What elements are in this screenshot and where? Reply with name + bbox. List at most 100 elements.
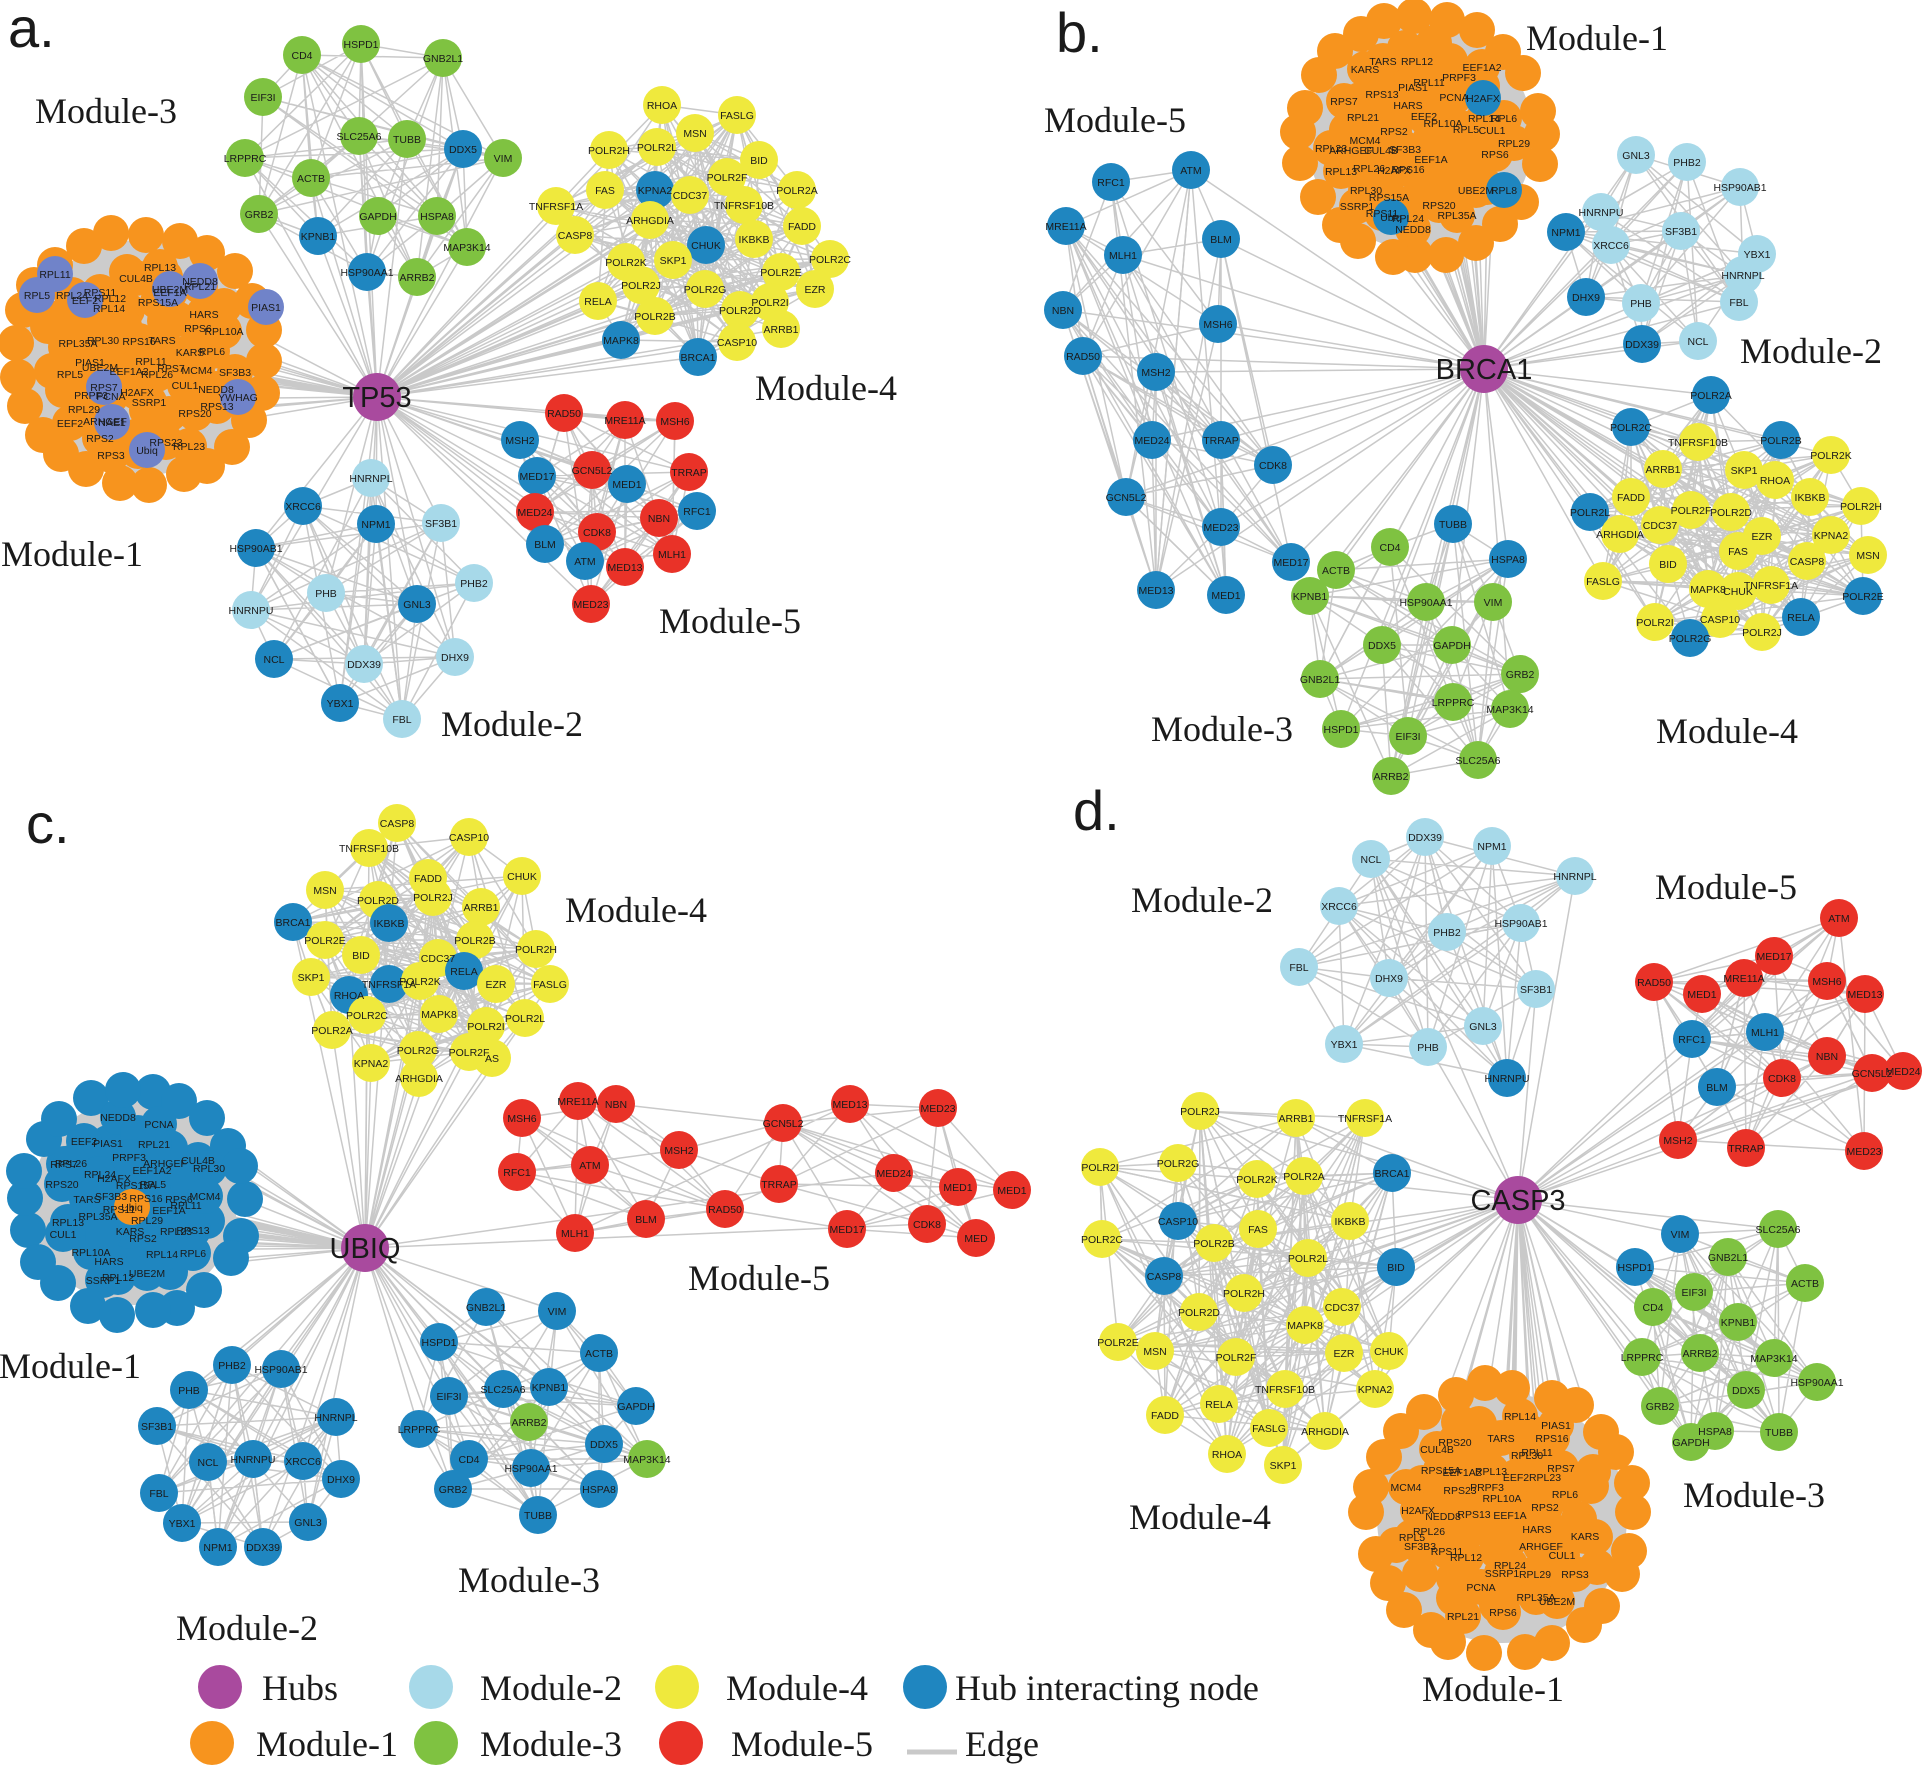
svg-text:POLR2F: POLR2F <box>449 1047 490 1059</box>
svg-text:KPNA2: KPNA2 <box>1358 1384 1393 1396</box>
svg-text:CASP10: CASP10 <box>1700 614 1740 626</box>
svg-text:RPL14: RPL14 <box>1468 113 1500 125</box>
svg-text:RPL6: RPL6 <box>1552 1489 1578 1501</box>
svg-text:FASLG: FASLG <box>533 979 567 991</box>
svg-text:RPL6: RPL6 <box>1491 113 1517 125</box>
svg-text:GRB2: GRB2 <box>245 209 274 221</box>
svg-text:POLR2E: POLR2E <box>1842 591 1883 603</box>
svg-text:CUL1: CUL1 <box>1479 125 1506 137</box>
svg-text:NPM1: NPM1 <box>1551 227 1580 239</box>
svg-text:RPL6: RPL6 <box>180 1248 206 1260</box>
svg-text:PHB: PHB <box>1630 298 1652 310</box>
svg-text:EEF2: EEF2 <box>71 1136 97 1148</box>
svg-text:CDC37: CDC37 <box>1643 520 1678 532</box>
svg-text:MSN: MSN <box>1856 550 1879 562</box>
svg-text:SSRP1: SSRP1 <box>86 1275 121 1287</box>
svg-text:PRPF3: PRPF3 <box>74 390 108 402</box>
svg-text:HSP90AA1: HSP90AA1 <box>504 1463 557 1475</box>
svg-text:RPS13: RPS13 <box>1457 1509 1490 1521</box>
svg-text:PHB2: PHB2 <box>218 1360 246 1372</box>
svg-text:RPL12: RPL12 <box>1450 1552 1482 1564</box>
svg-text:RPL13: RPL13 <box>1475 1466 1507 1478</box>
svg-text:BRCA1: BRCA1 <box>1374 1168 1409 1180</box>
svg-text:UBE2M: UBE2M <box>1458 185 1494 197</box>
svg-text:MED23: MED23 <box>573 599 608 611</box>
svg-text:EEF2: EEF2 <box>72 295 98 307</box>
svg-text:RHOA: RHOA <box>334 990 364 1002</box>
svg-text:Ubiq: Ubiq <box>1380 212 1402 224</box>
svg-text:Module-3: Module-3 <box>1151 709 1293 749</box>
svg-text:VIM: VIM <box>1484 597 1503 609</box>
svg-text:CDK8: CDK8 <box>913 1219 941 1231</box>
svg-text:RPL30: RPL30 <box>1350 185 1382 197</box>
svg-text:Ubiq: Ubiq <box>136 445 158 457</box>
svg-text:SSRP1: SSRP1 <box>1485 1568 1520 1580</box>
svg-text:RPL35A: RPL35A <box>1516 1592 1555 1604</box>
svg-text:MED13: MED13 <box>1138 585 1173 597</box>
svg-text:PIAS1: PIAS1 <box>251 302 281 314</box>
svg-text:RPS6: RPS6 <box>165 1194 193 1206</box>
svg-text:POLR2B: POLR2B <box>1193 1238 1234 1250</box>
svg-text:RFC1: RFC1 <box>683 506 711 518</box>
svg-text:RPL14: RPL14 <box>146 1249 178 1261</box>
svg-text:ARHGEF: ARHGEF <box>1329 145 1373 157</box>
svg-text:RPL5: RPL5 <box>57 369 83 381</box>
svg-text:MSN: MSN <box>313 885 336 897</box>
svg-text:NCL: NCL <box>1687 336 1708 348</box>
svg-text:DHX9: DHX9 <box>1572 292 1600 304</box>
svg-text:SSRP1: SSRP1 <box>1340 201 1375 213</box>
svg-text:TNFRSF10B: TNFRSF10B <box>339 843 399 855</box>
svg-text:EEF1A: EEF1A <box>1493 1510 1526 1522</box>
svg-text:Module-4: Module-4 <box>755 368 897 408</box>
svg-text:NEDD8: NEDD8 <box>100 1112 136 1124</box>
svg-text:d.: d. <box>1073 779 1120 842</box>
svg-text:FBL: FBL <box>392 714 411 726</box>
svg-text:TNFRSF10B: TNFRSF10B <box>1255 1384 1315 1396</box>
svg-text:GNB2L1: GNB2L1 <box>423 53 463 65</box>
svg-text:RELA: RELA <box>450 966 477 978</box>
svg-text:UBE2M: UBE2M <box>129 1268 165 1280</box>
svg-text:Module-5: Module-5 <box>731 1724 873 1764</box>
svg-text:NPM1: NPM1 <box>1477 841 1506 853</box>
svg-text:RPL26: RPL26 <box>1413 1526 1445 1538</box>
svg-text:Module-5: Module-5 <box>1655 867 1797 907</box>
svg-text:HNRNPL: HNRNPL <box>1553 871 1596 883</box>
svg-text:EIF3I: EIF3I <box>250 92 275 104</box>
svg-text:RPL13: RPL13 <box>144 262 176 274</box>
svg-text:TNFRSF10B: TNFRSF10B <box>714 200 774 212</box>
svg-text:MED24: MED24 <box>1134 435 1169 447</box>
svg-text:EEF2: EEF2 <box>1503 1472 1529 1484</box>
svg-text:MSH6: MSH6 <box>507 1113 536 1125</box>
svg-text:b.: b. <box>1056 1 1103 64</box>
svg-text:POLR2J: POLR2J <box>413 892 453 904</box>
svg-text:RPS2: RPS2 <box>1531 1502 1559 1514</box>
svg-text:KARS: KARS <box>1351 64 1380 76</box>
svg-text:LRPPRC: LRPPRC <box>224 153 267 165</box>
svg-text:NBN: NBN <box>648 513 670 525</box>
svg-text:RPS2: RPS2 <box>1380 126 1408 138</box>
svg-text:GNB2L1: GNB2L1 <box>1300 674 1340 686</box>
svg-text:CASP10: CASP10 <box>449 832 489 844</box>
svg-text:PCNA: PCNA <box>144 1119 173 1131</box>
svg-text:ARHGEF: ARHGEF <box>143 1158 187 1170</box>
svg-text:PRPF3: PRPF3 <box>1470 1482 1504 1494</box>
svg-text:MED1: MED1 <box>997 1185 1026 1197</box>
svg-text:RPL30: RPL30 <box>1511 1450 1543 1462</box>
svg-text:EEF1A2: EEF1A2 <box>132 1165 171 1177</box>
svg-text:POLR2L: POLR2L <box>1288 1253 1328 1265</box>
svg-text:MRE11A: MRE11A <box>1045 221 1086 233</box>
svg-text:PCNA: PCNA <box>96 391 125 403</box>
svg-text:CHUK: CHUK <box>507 871 537 883</box>
svg-text:POLR2F: POLR2F <box>1671 505 1712 517</box>
svg-text:RELA: RELA <box>584 296 611 308</box>
svg-text:KPNB1: KPNB1 <box>532 1382 567 1394</box>
svg-text:DDX5: DDX5 <box>590 1439 618 1451</box>
svg-text:CASP8: CASP8 <box>380 818 415 830</box>
svg-text:Module-1: Module-1 <box>1526 18 1668 58</box>
svg-text:HNRNPL: HNRNPL <box>349 473 392 485</box>
svg-text:NPM1: NPM1 <box>203 1542 232 1554</box>
svg-text:HSPA8: HSPA8 <box>420 211 454 223</box>
svg-text:Hubs: Hubs <box>262 1668 338 1708</box>
svg-text:RPL29: RPL29 <box>1498 138 1530 150</box>
svg-text:RAD50: RAD50 <box>547 408 581 420</box>
